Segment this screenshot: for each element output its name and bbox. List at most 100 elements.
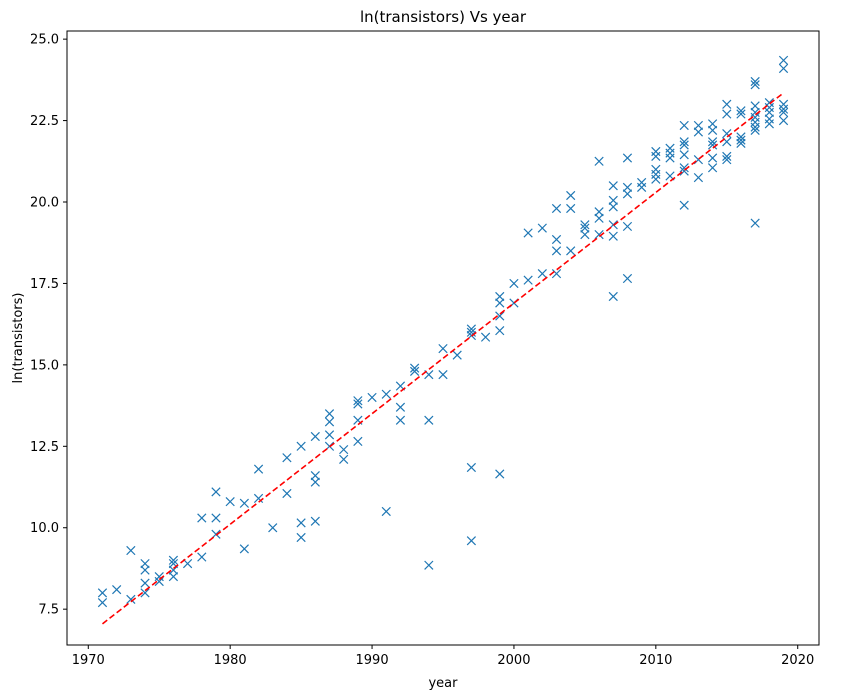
y-axis-label: ln(transistors) xyxy=(11,293,26,384)
data-point xyxy=(296,532,306,543)
data-point xyxy=(367,392,377,403)
data-point xyxy=(253,493,264,504)
data-point xyxy=(339,444,349,455)
data-point xyxy=(580,220,590,230)
data-point xyxy=(466,462,477,473)
data-point xyxy=(154,576,164,587)
data-point xyxy=(707,163,718,173)
data-point xyxy=(381,506,391,517)
data-point xyxy=(665,153,675,163)
data-point xyxy=(168,555,179,565)
data-point xyxy=(778,107,789,118)
data-point xyxy=(750,101,760,111)
data-point xyxy=(495,469,505,479)
data-point xyxy=(707,153,718,163)
data-point xyxy=(707,140,718,150)
data-point xyxy=(97,598,108,608)
data-point xyxy=(707,125,718,135)
data-point xyxy=(679,120,689,131)
data-point xyxy=(509,278,519,289)
data-point xyxy=(566,190,576,201)
data-point xyxy=(594,229,604,240)
data-point xyxy=(622,153,633,163)
data-point xyxy=(750,218,760,228)
data-point xyxy=(182,558,193,569)
data-point xyxy=(679,200,689,210)
y-tick-label: 7.5 xyxy=(38,603,59,618)
data-point xyxy=(282,453,292,463)
chart-title: ln(transistors) Vs year xyxy=(360,8,527,26)
data-point xyxy=(523,228,533,238)
data-point xyxy=(679,137,689,147)
x-tick-label: 1980 xyxy=(214,653,247,668)
data-point xyxy=(722,128,732,139)
data-point xyxy=(537,269,547,279)
data-point xyxy=(722,109,732,119)
data-point xyxy=(778,104,789,114)
data-point xyxy=(622,182,633,192)
data-point xyxy=(679,163,689,173)
data-point xyxy=(140,588,150,598)
data-point xyxy=(495,326,505,336)
data-point xyxy=(324,430,335,440)
data-point xyxy=(310,470,320,481)
data-point xyxy=(395,415,406,425)
data-point xyxy=(750,125,760,135)
data-point xyxy=(736,138,746,149)
data-point xyxy=(211,487,221,497)
data-point xyxy=(608,181,618,191)
y-tick-label: 20.0 xyxy=(30,196,59,211)
data-point xyxy=(566,246,576,256)
data-point xyxy=(310,477,320,487)
data-point xyxy=(693,127,704,137)
data-point xyxy=(310,431,320,442)
data-point xyxy=(424,415,434,425)
data-point xyxy=(495,298,505,308)
data-point xyxy=(778,115,789,126)
data-point xyxy=(523,275,533,285)
data-point xyxy=(97,588,108,598)
data-point xyxy=(750,76,760,87)
data-point xyxy=(211,513,221,523)
data-point xyxy=(296,518,306,528)
data-point xyxy=(126,594,136,605)
data-point xyxy=(310,516,320,526)
data-point xyxy=(381,389,391,399)
data-point xyxy=(722,151,732,162)
data-point xyxy=(480,332,491,342)
data-point xyxy=(608,291,618,302)
y-tick-label: 17.5 xyxy=(30,277,59,292)
y-axis: 7.5 10.0 12.5 15.0 17.5 20.0 22.5 25.0 xyxy=(30,33,67,618)
data-point xyxy=(225,497,235,507)
data-point xyxy=(353,399,363,409)
data-point xyxy=(197,513,207,523)
data-point xyxy=(622,221,633,232)
x-tick-label: 1970 xyxy=(72,653,105,668)
data-point xyxy=(452,350,462,360)
data-point xyxy=(424,560,434,570)
data-point xyxy=(339,454,349,464)
data-point xyxy=(764,119,774,129)
data-point xyxy=(551,246,562,256)
axes-frame xyxy=(66,30,820,646)
data-point xyxy=(693,120,704,131)
data-point xyxy=(736,109,746,119)
data-point xyxy=(409,363,420,373)
data-point xyxy=(239,544,249,554)
y-tick-label: 15.0 xyxy=(30,358,59,373)
data-point xyxy=(580,223,590,233)
data-point xyxy=(608,231,618,241)
data-point xyxy=(651,174,661,184)
data-point xyxy=(750,80,760,90)
data-point xyxy=(693,172,704,183)
data-point xyxy=(353,396,363,406)
data-point xyxy=(466,536,477,546)
data-point xyxy=(112,585,122,595)
data-point xyxy=(140,558,150,569)
data-point xyxy=(722,155,732,165)
data-point xyxy=(736,135,746,145)
data-point xyxy=(608,195,618,206)
data-point xyxy=(551,203,562,214)
x-tick-label: 2000 xyxy=(497,653,530,668)
